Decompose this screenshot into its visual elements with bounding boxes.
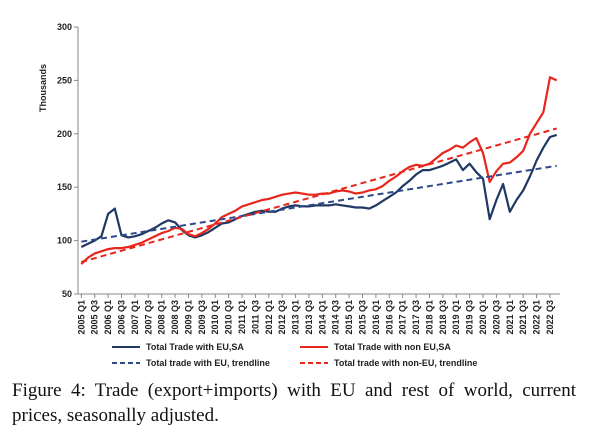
y-tick-label: 300 xyxy=(57,22,72,32)
legend-label-3: Total trade with EU, trendline xyxy=(146,358,270,368)
x-tick-label: 2005 Q1 xyxy=(76,300,86,335)
x-tick-label: 2010 Q1 xyxy=(210,300,220,335)
x-tick-label: 2022 Q1 xyxy=(532,300,542,335)
x-tick-label: 2017 Q3 xyxy=(411,300,421,335)
y-tick-label: 250 xyxy=(57,75,72,85)
x-tick-label: 2007 Q3 xyxy=(143,300,153,335)
plot-series xyxy=(80,76,558,265)
x-tick-label: 2013 Q3 xyxy=(304,300,314,335)
x-tick-label: 2021 Q3 xyxy=(518,300,528,335)
x-tick-label: 2008 Q3 xyxy=(170,300,180,335)
series-line-2 xyxy=(80,76,558,265)
legend-label-2: Total Trade with non EU,SA xyxy=(334,342,451,352)
x-tick-label: 2011 Q1 xyxy=(237,300,247,334)
x-tick-label: 2016 Q3 xyxy=(384,300,394,335)
x-tick-label: 2013 Q1 xyxy=(291,300,301,335)
x-tick-label: 2018 Q3 xyxy=(438,300,448,335)
y-tick-label: 200 xyxy=(57,129,72,139)
x-tick-label: 2006 Q3 xyxy=(117,300,127,335)
y-tick-label: 150 xyxy=(57,182,72,192)
x-tick-label: 2012 Q3 xyxy=(277,300,287,335)
y-axis-label: Thousands xyxy=(38,64,48,112)
x-tick-label: 2015 Q3 xyxy=(358,300,368,335)
x-tick-label: 2017 Q1 xyxy=(398,300,408,335)
x-tick-label: 2019 Q1 xyxy=(451,300,461,335)
x-tick-label: 2007 Q1 xyxy=(130,300,140,335)
x-tick-label: 2011 Q3 xyxy=(250,300,260,334)
x-tick-label: 2020 Q1 xyxy=(478,300,488,335)
x-tick-label: 2021 Q1 xyxy=(505,300,515,335)
y-tick-label: 100 xyxy=(57,236,72,246)
legend-label-1: Total Trade with EU,SA xyxy=(146,342,244,352)
y-axis: 50 100 150 200 250 300 xyxy=(57,22,79,299)
legend-label-4: Total trade with non-EU, trendline xyxy=(334,358,477,368)
figure-caption: Figure 4: Trade (export+imports) with EU… xyxy=(12,380,576,426)
series-line-1 xyxy=(80,133,558,248)
x-tick-label: 2006 Q1 xyxy=(103,300,113,335)
series-line-4 xyxy=(81,127,557,263)
x-tick-label: 2012 Q1 xyxy=(264,300,274,335)
x-tick-label: 2014 Q1 xyxy=(317,300,327,335)
x-tick-label: 2014 Q3 xyxy=(331,300,341,335)
legend: Total Trade with EU,SA Total Trade with n… xyxy=(112,342,477,368)
x-tick-label: 2015 Q1 xyxy=(344,300,354,335)
x-tick-label: 2010 Q3 xyxy=(224,300,234,335)
x-tick-label: 2019 Q3 xyxy=(465,300,475,335)
x-tick-label: 2009 Q1 xyxy=(183,300,193,335)
x-tick-label: 2008 Q1 xyxy=(157,300,167,335)
x-tick-label: 2016 Q1 xyxy=(371,300,381,335)
x-tick-label: 2009 Q3 xyxy=(197,300,207,335)
x-axis: 2005 Q1 2005 Q3 2006 Q1 2006 Q3 2007 Q1 2007 … xyxy=(76,293,560,335)
x-tick-label: 2020 Q3 xyxy=(491,300,501,335)
x-tick-label: 2022 Q3 xyxy=(545,300,555,335)
y-tick-label: 50 xyxy=(62,289,72,299)
series-line-3 xyxy=(81,164,557,243)
x-tick-label: 2018 Q1 xyxy=(424,300,434,335)
x-tick-label: 2005 Q3 xyxy=(90,300,100,335)
